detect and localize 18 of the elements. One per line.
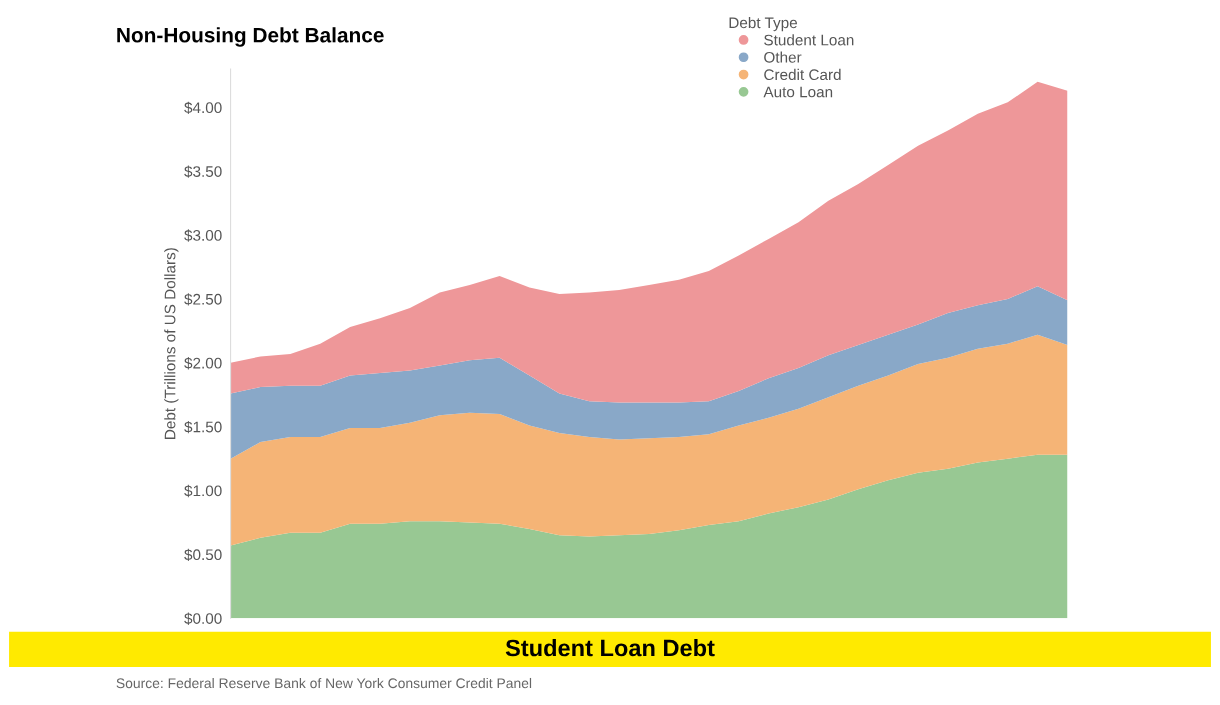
y-tick-label: $0.50 [184,548,222,562]
y-tick-label: $2.50 [184,293,222,306]
chart-title: Non-Housing Debt Balance [117,27,384,47]
y-tick-label: $3.00 [184,229,222,242]
legend-title: Debt Type [729,16,797,32]
legend-label: Other [764,51,802,63]
legend-label: Credit Card [764,68,841,81]
y-tick-label: $4.00 [184,101,222,114]
y-tick-label: $3.50 [184,165,222,178]
y-axis-title: Debt (Trillions of US Dollars) [164,248,179,439]
y-tick-label: $0.00 [184,612,222,625]
y-tick-label: $1.50 [184,420,222,434]
y-tick-label: $2.00 [184,357,222,370]
source-note: Source: Federal Reserve Bank of New York Consumer Credit Panel [116,677,532,689]
legend-label: Auto Loan [763,86,833,98]
y-tick-label: $1.00 [184,484,222,498]
legend-label: Student Loan [764,34,854,46]
text: Student Loan Debt [505,639,715,657]
